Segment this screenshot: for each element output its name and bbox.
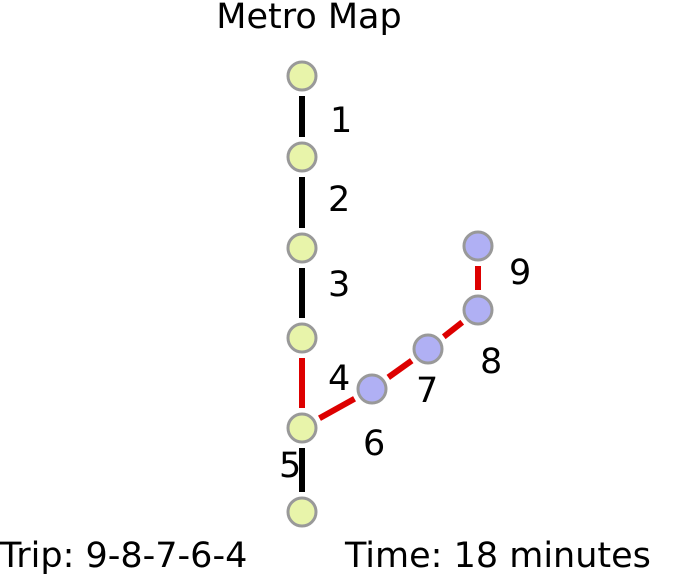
stations-layer xyxy=(286,60,494,528)
segment-labels-layer: 1 2 3 4 5 67 8 9 xyxy=(279,101,531,486)
station-s8 xyxy=(412,333,444,365)
segment-line-6 xyxy=(318,396,356,421)
segment-label-8: 8 xyxy=(480,342,502,382)
station-s2 xyxy=(286,141,318,173)
map-title: Metro Map xyxy=(216,0,402,37)
segment-label-5: 5 xyxy=(279,446,301,486)
station-s7 xyxy=(356,373,388,405)
segment-line-7 xyxy=(386,358,414,380)
segment-label-3: 3 xyxy=(328,265,350,305)
station-s1 xyxy=(286,60,318,92)
segment-label-2: 2 xyxy=(328,180,350,220)
segment-line-8 xyxy=(441,319,465,340)
station-s5 xyxy=(286,412,318,444)
station-s4 xyxy=(286,322,318,354)
trip-summary: Trip: 9-8-7-6-4 xyxy=(0,536,248,576)
time-summary: Time: 18 minutes xyxy=(345,536,651,576)
station-s3 xyxy=(286,232,318,264)
station-s6 xyxy=(286,496,318,528)
segment-label-9: 9 xyxy=(509,253,531,293)
station-s10 xyxy=(462,230,494,262)
station-s9 xyxy=(462,294,494,326)
segments-layer xyxy=(299,96,481,492)
segment-label-7: 7 xyxy=(416,371,438,411)
segment-label-1: 1 xyxy=(330,101,352,141)
segment-label-6: 6 xyxy=(363,424,385,464)
segment-label-4: 4 xyxy=(328,359,350,399)
